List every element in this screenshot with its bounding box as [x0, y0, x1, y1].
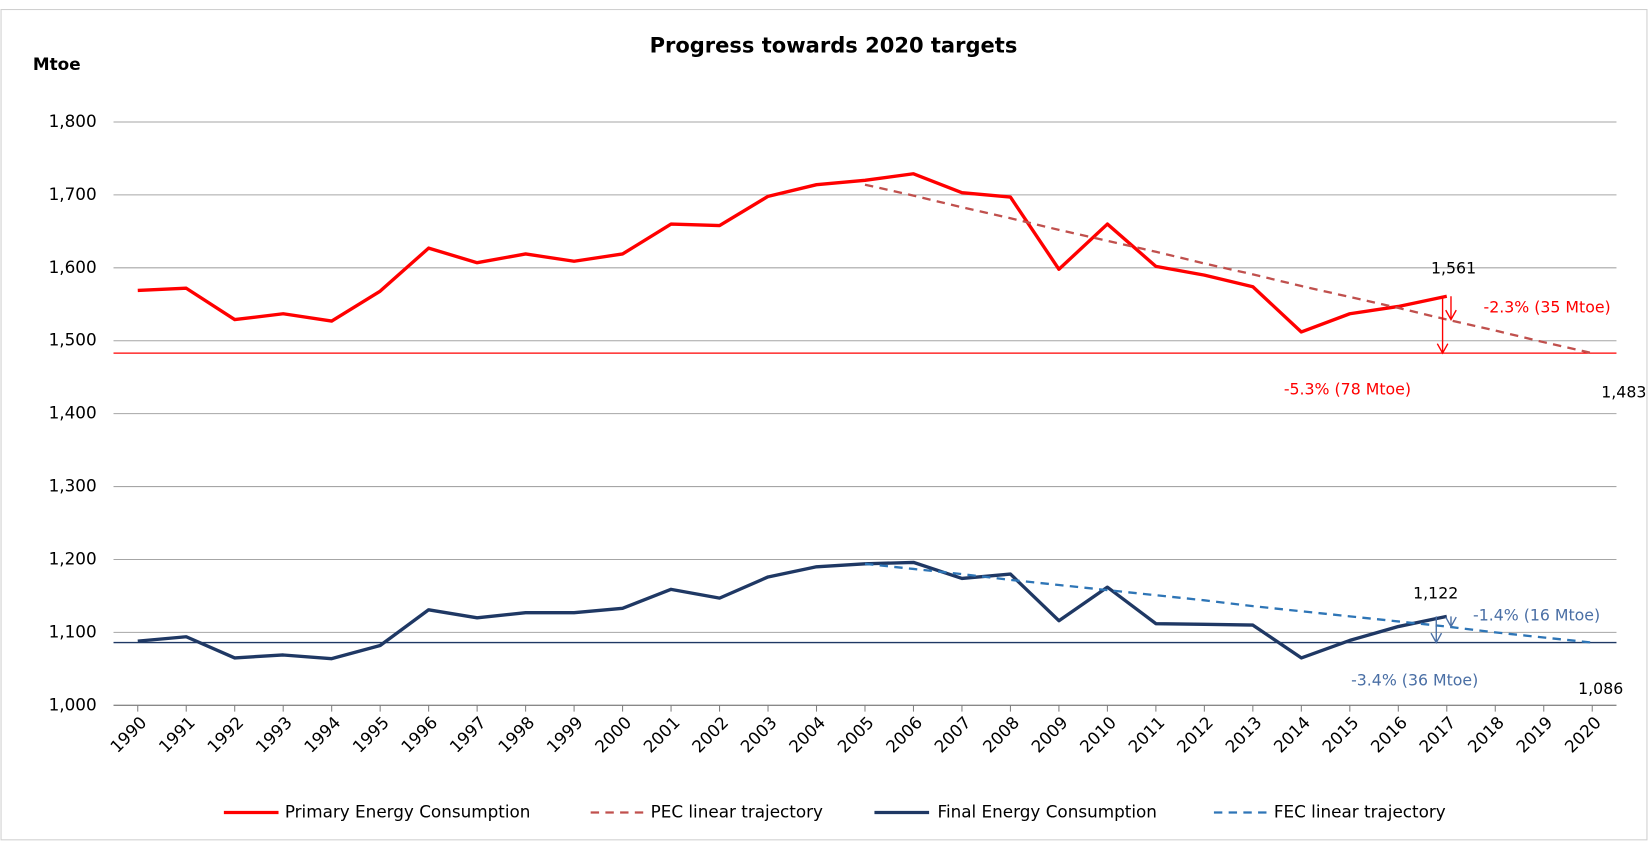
annotation: -3.4% (36 Mtoe)	[1351, 671, 1478, 690]
gap-arrow	[1430, 616, 1443, 645]
annotation: -2.3% (35 Mtoe)	[1484, 298, 1611, 317]
series-line	[864, 562, 1593, 644]
legend-label: Primary Energy Consumption	[285, 802, 531, 822]
annotation: 1,086	[1578, 679, 1623, 698]
series-line	[864, 183, 1593, 355]
legend-label: Final Energy Consumption	[938, 802, 1157, 822]
y-tick-label: 1,000	[49, 694, 97, 714]
y-tick-label: 1,500	[49, 330, 97, 350]
y-tick-label: 1,700	[49, 184, 97, 204]
series-line	[137, 560, 1448, 661]
annotation: 1,561	[1431, 259, 1476, 278]
series-line	[137, 172, 1448, 334]
gap-arrow	[1445, 296, 1457, 321]
chart-border	[0, 9, 1648, 841]
gap-arrow	[1436, 296, 1449, 355]
legend-label: PEC linear trajectory	[651, 802, 823, 822]
annotation: 1,483	[1601, 383, 1646, 402]
y-axis-label: Mtoe	[33, 54, 81, 74]
y-tick-label: 1,200	[49, 548, 97, 568]
y-tick-label: 1,300	[49, 476, 97, 496]
y-tick-label: 1,800	[49, 111, 97, 131]
y-tick-label: 1,400	[49, 403, 97, 423]
annotation: 1,122	[1413, 583, 1458, 602]
chart-title: Progress towards 2020 targets	[650, 32, 1018, 57]
gap-arrow	[1445, 616, 1457, 628]
legend-label: FEC linear trajectory	[1274, 802, 1446, 822]
y-tick-label: 1,600	[49, 257, 97, 277]
annotation: -1.4% (16 Mtoe)	[1473, 605, 1600, 624]
annotation: -5.3% (78 Mtoe)	[1284, 379, 1411, 398]
y-tick-label: 1,100	[49, 621, 97, 641]
